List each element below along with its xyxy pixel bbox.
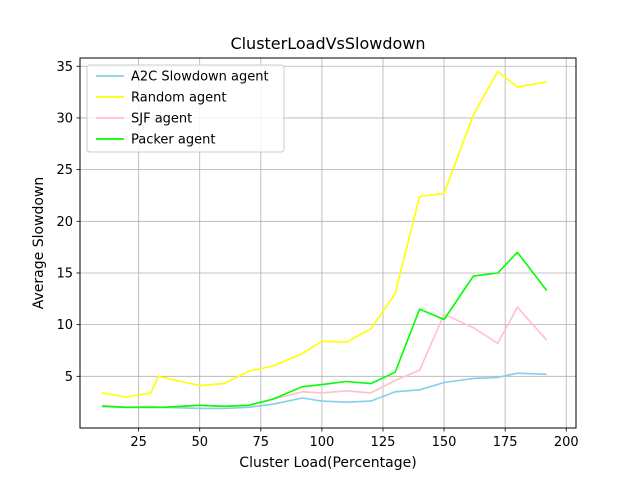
x-tick-label: 100 [309, 435, 334, 450]
x-axis-ticks: 25 50 75 100 125 150 175 200 [130, 428, 579, 450]
legend-label: A2C Slowdown agent [131, 70, 269, 85]
y-tick-label: 30 [56, 111, 73, 126]
y-tick-label: 10 [56, 318, 73, 333]
y-tick-label: 5 [65, 370, 73, 385]
y-tick-label: 20 [56, 215, 73, 230]
x-tick-label: 75 [253, 435, 270, 450]
x-tick-label: 125 [371, 435, 396, 450]
legend-box [86, 64, 285, 153]
plot-frame [79, 57, 577, 429]
y-axis-ticks: 5 10 15 20 25 30 35 [56, 60, 80, 385]
x-tick-label: 175 [493, 435, 518, 450]
series-line-4 [101, 251, 548, 409]
y-tick-label: 35 [56, 60, 73, 75]
legend: A2C Slowdown agent Random agent SJF agent P… [86, 64, 285, 153]
y-tick-label: 15 [56, 266, 73, 281]
series-line-2 [101, 70, 547, 398]
chart-title: ClusterLoadVsSlowdown [230, 34, 425, 53]
legend-label: Random agent [131, 91, 227, 106]
x-tick-label: 150 [432, 435, 457, 450]
series-lines [101, 70, 548, 410]
legend-label: Packer agent [131, 133, 215, 148]
x-tick-label: 200 [554, 435, 579, 450]
y-tick-label: 25 [56, 163, 73, 178]
legend-label: SJF agent [131, 112, 192, 127]
x-axis-label: Cluster Load(Percentage) [239, 455, 416, 471]
x-tick-label: 25 [130, 435, 147, 450]
y-axis-label: Average Slowdown [31, 177, 47, 310]
x-tick-label: 50 [191, 435, 208, 450]
